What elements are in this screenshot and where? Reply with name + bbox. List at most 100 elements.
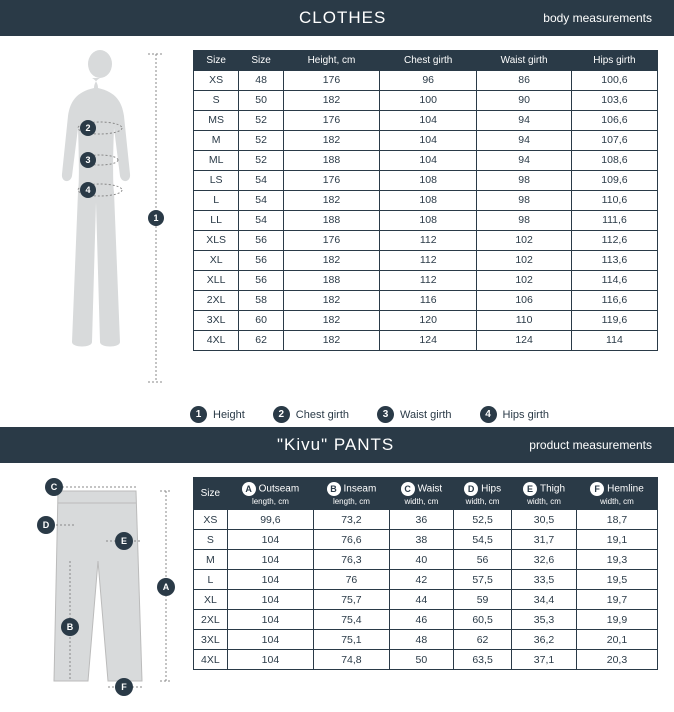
table-row: XLS56176112102112,6 (194, 230, 658, 250)
table-cell: 116 (380, 290, 477, 310)
legend-item: 3 Waist girth (377, 406, 452, 423)
table-cell: 76,6 (314, 530, 390, 550)
table-cell: S (194, 530, 228, 550)
table-row: MS5217610494106,6 (194, 110, 658, 130)
table-cell: 57,5 (454, 570, 512, 590)
table-cell: 2XL (194, 290, 239, 310)
table-cell: 119,6 (571, 310, 657, 330)
table-cell: 50 (389, 650, 453, 670)
table-cell: 18,7 (576, 510, 657, 530)
clothes-col-header: Size (239, 51, 284, 71)
table-cell: 20,3 (576, 650, 657, 670)
table-cell: 106 (477, 290, 572, 310)
table-cell: 112 (380, 250, 477, 270)
table-cell: 100 (380, 90, 477, 110)
legend-num: 3 (377, 406, 394, 423)
table-row: 2XL10475,44660,535,319,9 (194, 610, 658, 630)
table-cell: 104 (380, 110, 477, 130)
svg-text:E: E (121, 536, 127, 546)
table-cell: 54 (239, 170, 284, 190)
table-row: M5218210494107,6 (194, 130, 658, 150)
table-cell: 182 (283, 290, 379, 310)
table-cell: 108 (380, 190, 477, 210)
table-cell: 56 (239, 250, 284, 270)
table-cell: 108 (380, 210, 477, 230)
table-cell: 33,5 (512, 570, 577, 590)
pants-col-header: Size (194, 478, 228, 510)
table-row: XS481769686100,6 (194, 70, 658, 90)
table-cell: 110,6 (571, 190, 657, 210)
table-cell: 52 (239, 110, 284, 130)
table-cell: 74,8 (314, 650, 390, 670)
table-cell: 4XL (194, 650, 228, 670)
table-cell: 19,3 (576, 550, 657, 570)
clothes-legend: 1Height2Chest girth3Waist girth4Hips gir… (0, 400, 674, 427)
table-row: XL56182112102113,6 (194, 250, 658, 270)
table-cell: 52 (239, 130, 284, 150)
table-cell: XLL (194, 270, 239, 290)
clothes-table: SizeSizeHeight, cmChest girthWaist girth… (193, 50, 658, 351)
table-cell: 63,5 (454, 650, 512, 670)
legend-num: 1 (190, 406, 207, 423)
table-row: XS99,673,23652,530,518,7 (194, 510, 658, 530)
table-cell: 54 (239, 210, 284, 230)
table-cell: 102 (477, 270, 572, 290)
svg-text:1: 1 (153, 213, 158, 223)
table-cell: 56 (454, 550, 512, 570)
table-cell: 59 (454, 590, 512, 610)
table-cell: 104 (227, 650, 313, 670)
svg-text:B: B (67, 622, 74, 632)
table-cell: 111,6 (571, 210, 657, 230)
table-cell: 188 (283, 210, 379, 230)
table-cell: XLS (194, 230, 239, 250)
clothes-title: CLOTHES (22, 8, 543, 28)
table-cell: L (194, 190, 239, 210)
table-cell: 113,6 (571, 250, 657, 270)
legend-label: Waist girth (400, 409, 452, 421)
table-cell: 58 (239, 290, 284, 310)
table-cell: 99,6 (227, 510, 313, 530)
table-cell: 54,5 (454, 530, 512, 550)
table-cell: 20,1 (576, 630, 657, 650)
table-cell: 96 (380, 70, 477, 90)
table-cell: 75,4 (314, 610, 390, 630)
table-cell: 182 (283, 310, 379, 330)
pants-table-wrap: SizeAOutseamlength, cmBInseamlength, cmC… (193, 477, 658, 702)
table-cell: M (194, 550, 228, 570)
table-cell: 40 (389, 550, 453, 570)
table-cell: 48 (389, 630, 453, 650)
table-cell: 98 (477, 190, 572, 210)
pants-header: "Kivu" PANTS product measurements (0, 427, 674, 463)
table-cell: 176 (283, 70, 379, 90)
body-diagram: 2 3 4 1 (16, 50, 181, 390)
table-cell: 114 (571, 330, 657, 350)
pants-col-header: BInseamlength, cm (314, 478, 390, 510)
table-cell: 102 (477, 230, 572, 250)
table-cell: 104 (227, 570, 313, 590)
table-cell: 75,1 (314, 630, 390, 650)
table-cell: 62 (454, 630, 512, 650)
table-cell: 32,6 (512, 550, 577, 570)
table-cell: 124 (380, 330, 477, 350)
table-cell: ML (194, 150, 239, 170)
table-cell: 48 (239, 70, 284, 90)
table-row: XLL56188112102114,6 (194, 270, 658, 290)
table-cell: 60,5 (454, 610, 512, 630)
pants-title: "Kivu" PANTS (22, 435, 529, 455)
table-cell: 50 (239, 90, 284, 110)
table-cell: XS (194, 70, 239, 90)
pants-col-header: DHipswidth, cm (454, 478, 512, 510)
table-cell: 94 (477, 110, 572, 130)
table-row: 4XL62182124124114 (194, 330, 658, 350)
table-cell: 108 (380, 170, 477, 190)
table-cell: 182 (283, 90, 379, 110)
table-cell: 36 (389, 510, 453, 530)
table-cell: 176 (283, 230, 379, 250)
table-cell: 62 (239, 330, 284, 350)
table-row: 3XL60182120110119,6 (194, 310, 658, 330)
table-cell: 4XL (194, 330, 239, 350)
table-cell: 56 (239, 270, 284, 290)
table-cell: 104 (227, 610, 313, 630)
table-cell: 116,6 (571, 290, 657, 310)
clothes-col-header: Hips girth (571, 51, 657, 71)
